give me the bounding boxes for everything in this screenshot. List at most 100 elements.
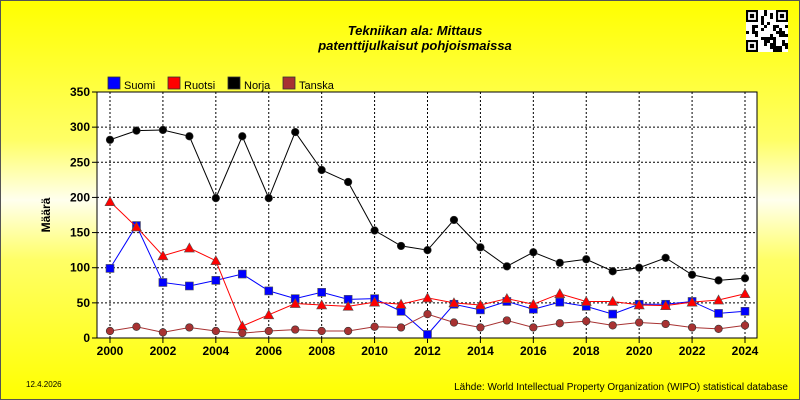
data-point [476,323,485,332]
data-point [185,281,194,291]
qr-module [752,28,755,31]
qr-module [779,49,782,52]
data-point [132,322,141,331]
qr-module [761,22,764,25]
data-point [342,300,354,311]
data-point [157,250,169,261]
x-tick-label: 2022 [679,344,706,358]
data-point [529,323,538,332]
y-tick-label: 0 [83,331,90,345]
qr-module [764,40,767,43]
x-tick-label: 2010 [361,344,388,358]
data-point [211,326,220,336]
data-point [317,165,326,175]
data-point [211,194,220,203]
data-point [105,264,115,273]
y-axis-label: Määrä [39,197,53,232]
y-tick-label: 50 [77,296,91,310]
data-point [635,318,644,327]
data-point [369,296,381,307]
data-point [607,295,619,306]
qr-module [776,49,779,52]
qr-finder-core [749,43,755,49]
qr-module [785,46,788,49]
qr-module [770,37,773,40]
qr-module [785,34,788,37]
data-point [687,270,697,279]
data-point [291,127,300,137]
data-point [661,253,670,262]
x-tick-label: 2014 [467,344,494,358]
data-point [132,126,141,135]
qr-module [779,31,782,34]
qr-module [773,25,776,28]
data-point [608,321,617,330]
qr-module [770,34,773,37]
data-point [185,323,194,332]
data-point [739,288,751,299]
date-stamp: 12.4.2026 [26,380,62,389]
series-ruotsi [104,196,751,331]
qr-module [761,16,764,19]
qr-module [752,25,755,28]
qr-module [773,37,776,40]
qr-module [776,46,779,49]
data-point [396,323,406,332]
x-tick-label: 2012 [414,344,441,358]
qr-module [779,28,782,31]
data-point [211,276,221,285]
data-point [476,243,485,252]
x-axis: 2000 2002 2004 2006 2008 2010 2012 2014 2016 2018… [97,338,759,358]
data-point [582,317,591,326]
legend-swatch [107,76,121,90]
qr-module [755,34,758,37]
qr-module [773,28,776,31]
y-tick-label: 350 [70,85,90,99]
data-point [449,318,459,327]
y-tick-label: 300 [70,120,90,134]
data-point [713,294,725,305]
data-point [423,246,432,255]
x-tick-label: 2006 [255,344,282,358]
data-point [344,177,353,187]
y-tick-label: 100 [70,261,90,275]
data-point [158,278,168,287]
qr-module [761,37,764,40]
data-point [423,310,432,319]
qr-module [764,10,767,13]
data-point [714,309,723,318]
qr-module [767,37,770,40]
series-group [104,125,751,339]
y-tick-label: 200 [70,190,90,204]
qr-module [785,25,788,28]
data-point [370,226,379,235]
chart-title: Tekniikan ala: Mittaus [348,23,483,38]
data-point [448,297,460,308]
x-tick-label: 2000 [97,344,124,358]
qr-module [770,13,773,16]
data-point [237,269,247,279]
series-tanska [105,310,750,338]
data-point [185,132,194,141]
legend: Suomi Ruotsi Norja Tanska [107,76,335,92]
data-point [740,321,750,330]
qr-module [764,25,767,28]
source-note: Lähde: World Intellectual Property Organ… [454,382,788,393]
y-tick-label: 150 [70,226,90,240]
data-point [105,326,115,336]
data-point [502,316,511,325]
qr-module [785,43,788,46]
legend-label: Tanska [299,80,335,92]
qr-finder-core [749,13,755,19]
data-point [661,319,670,329]
data-point [105,135,115,144]
data-point [740,274,750,283]
data-point [344,326,353,336]
qr-module [761,19,764,22]
data-point [555,319,564,328]
y-tick-label: 250 [70,155,90,169]
qr-code-icon [746,10,788,52]
qr-module [782,40,785,43]
qr-module [764,13,767,16]
data-point [502,262,511,271]
